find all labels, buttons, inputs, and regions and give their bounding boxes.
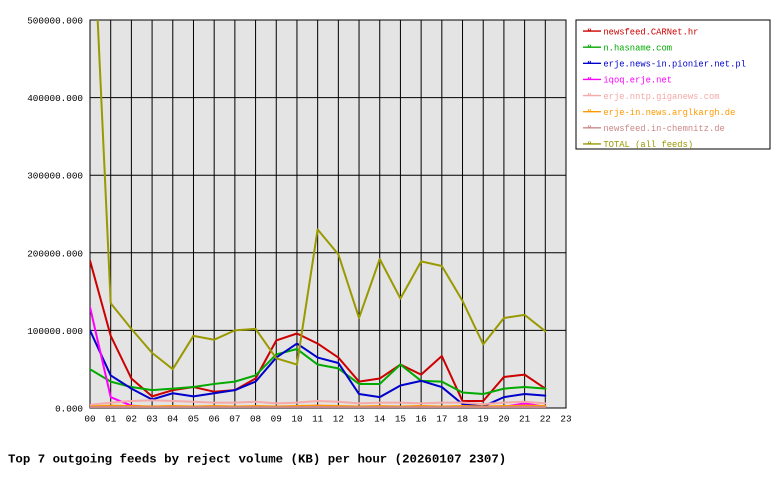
svg-text:16: 16 xyxy=(416,414,427,425)
svg-text:06: 06 xyxy=(209,414,220,425)
svg-text:09: 09 xyxy=(271,414,282,425)
svg-text:02: 02 xyxy=(126,414,137,425)
svg-text:00: 00 xyxy=(84,414,95,425)
svg-text:04: 04 xyxy=(167,414,179,425)
svg-text:10: 10 xyxy=(291,414,302,425)
svg-text:21: 21 xyxy=(519,414,531,425)
svg-text:300000.000: 300000.000 xyxy=(27,171,83,182)
svg-text:n.hasname.com: n.hasname.com xyxy=(603,43,672,53)
svg-text:22: 22 xyxy=(540,414,551,425)
svg-text:13: 13 xyxy=(353,414,364,425)
svg-text:17: 17 xyxy=(436,414,447,425)
svg-text:erje.news-in.pionier.net.pl: erje.news-in.pionier.net.pl xyxy=(603,60,746,70)
svg-text:19: 19 xyxy=(478,414,489,425)
svg-text:20: 20 xyxy=(498,414,509,425)
svg-text:18: 18 xyxy=(457,414,468,425)
svg-text:newsfeed.CARNet.hr: newsfeed.CARNet.hr xyxy=(603,27,698,37)
svg-text:01: 01 xyxy=(105,414,117,425)
svg-text:07: 07 xyxy=(229,414,240,425)
svg-text:23: 23 xyxy=(560,414,571,425)
svg-text:05: 05 xyxy=(188,414,199,425)
svg-text:08: 08 xyxy=(250,414,261,425)
svg-text:Top 7 outgoing feeds by reject: Top 7 outgoing feeds by reject volume (K… xyxy=(8,453,506,467)
svg-text:400000.000: 400000.000 xyxy=(27,93,83,104)
svg-text:11: 11 xyxy=(312,414,324,425)
svg-text:newsfeed.in-chemnitz.de: newsfeed.in-chemnitz.de xyxy=(603,124,724,134)
svg-text:iqoq.erje.net: iqoq.erje.net xyxy=(603,76,672,86)
svg-text:erje-in.news.arglkargh.de: erje-in.news.arglkargh.de xyxy=(603,108,735,118)
svg-text:TOTAL (all feeds): TOTAL (all feeds) xyxy=(603,140,693,150)
svg-text:erje.nntp.giganews.com: erje.nntp.giganews.com xyxy=(603,92,719,102)
svg-text:15: 15 xyxy=(395,414,406,425)
svg-text:12: 12 xyxy=(333,414,344,425)
svg-text:0.000: 0.000 xyxy=(55,404,83,415)
svg-text:500000.000: 500000.000 xyxy=(27,16,83,27)
svg-text:03: 03 xyxy=(147,414,158,425)
svg-text:14: 14 xyxy=(374,414,386,425)
svg-text:100000.000: 100000.000 xyxy=(27,326,83,337)
svg-text:200000.000: 200000.000 xyxy=(27,248,83,259)
